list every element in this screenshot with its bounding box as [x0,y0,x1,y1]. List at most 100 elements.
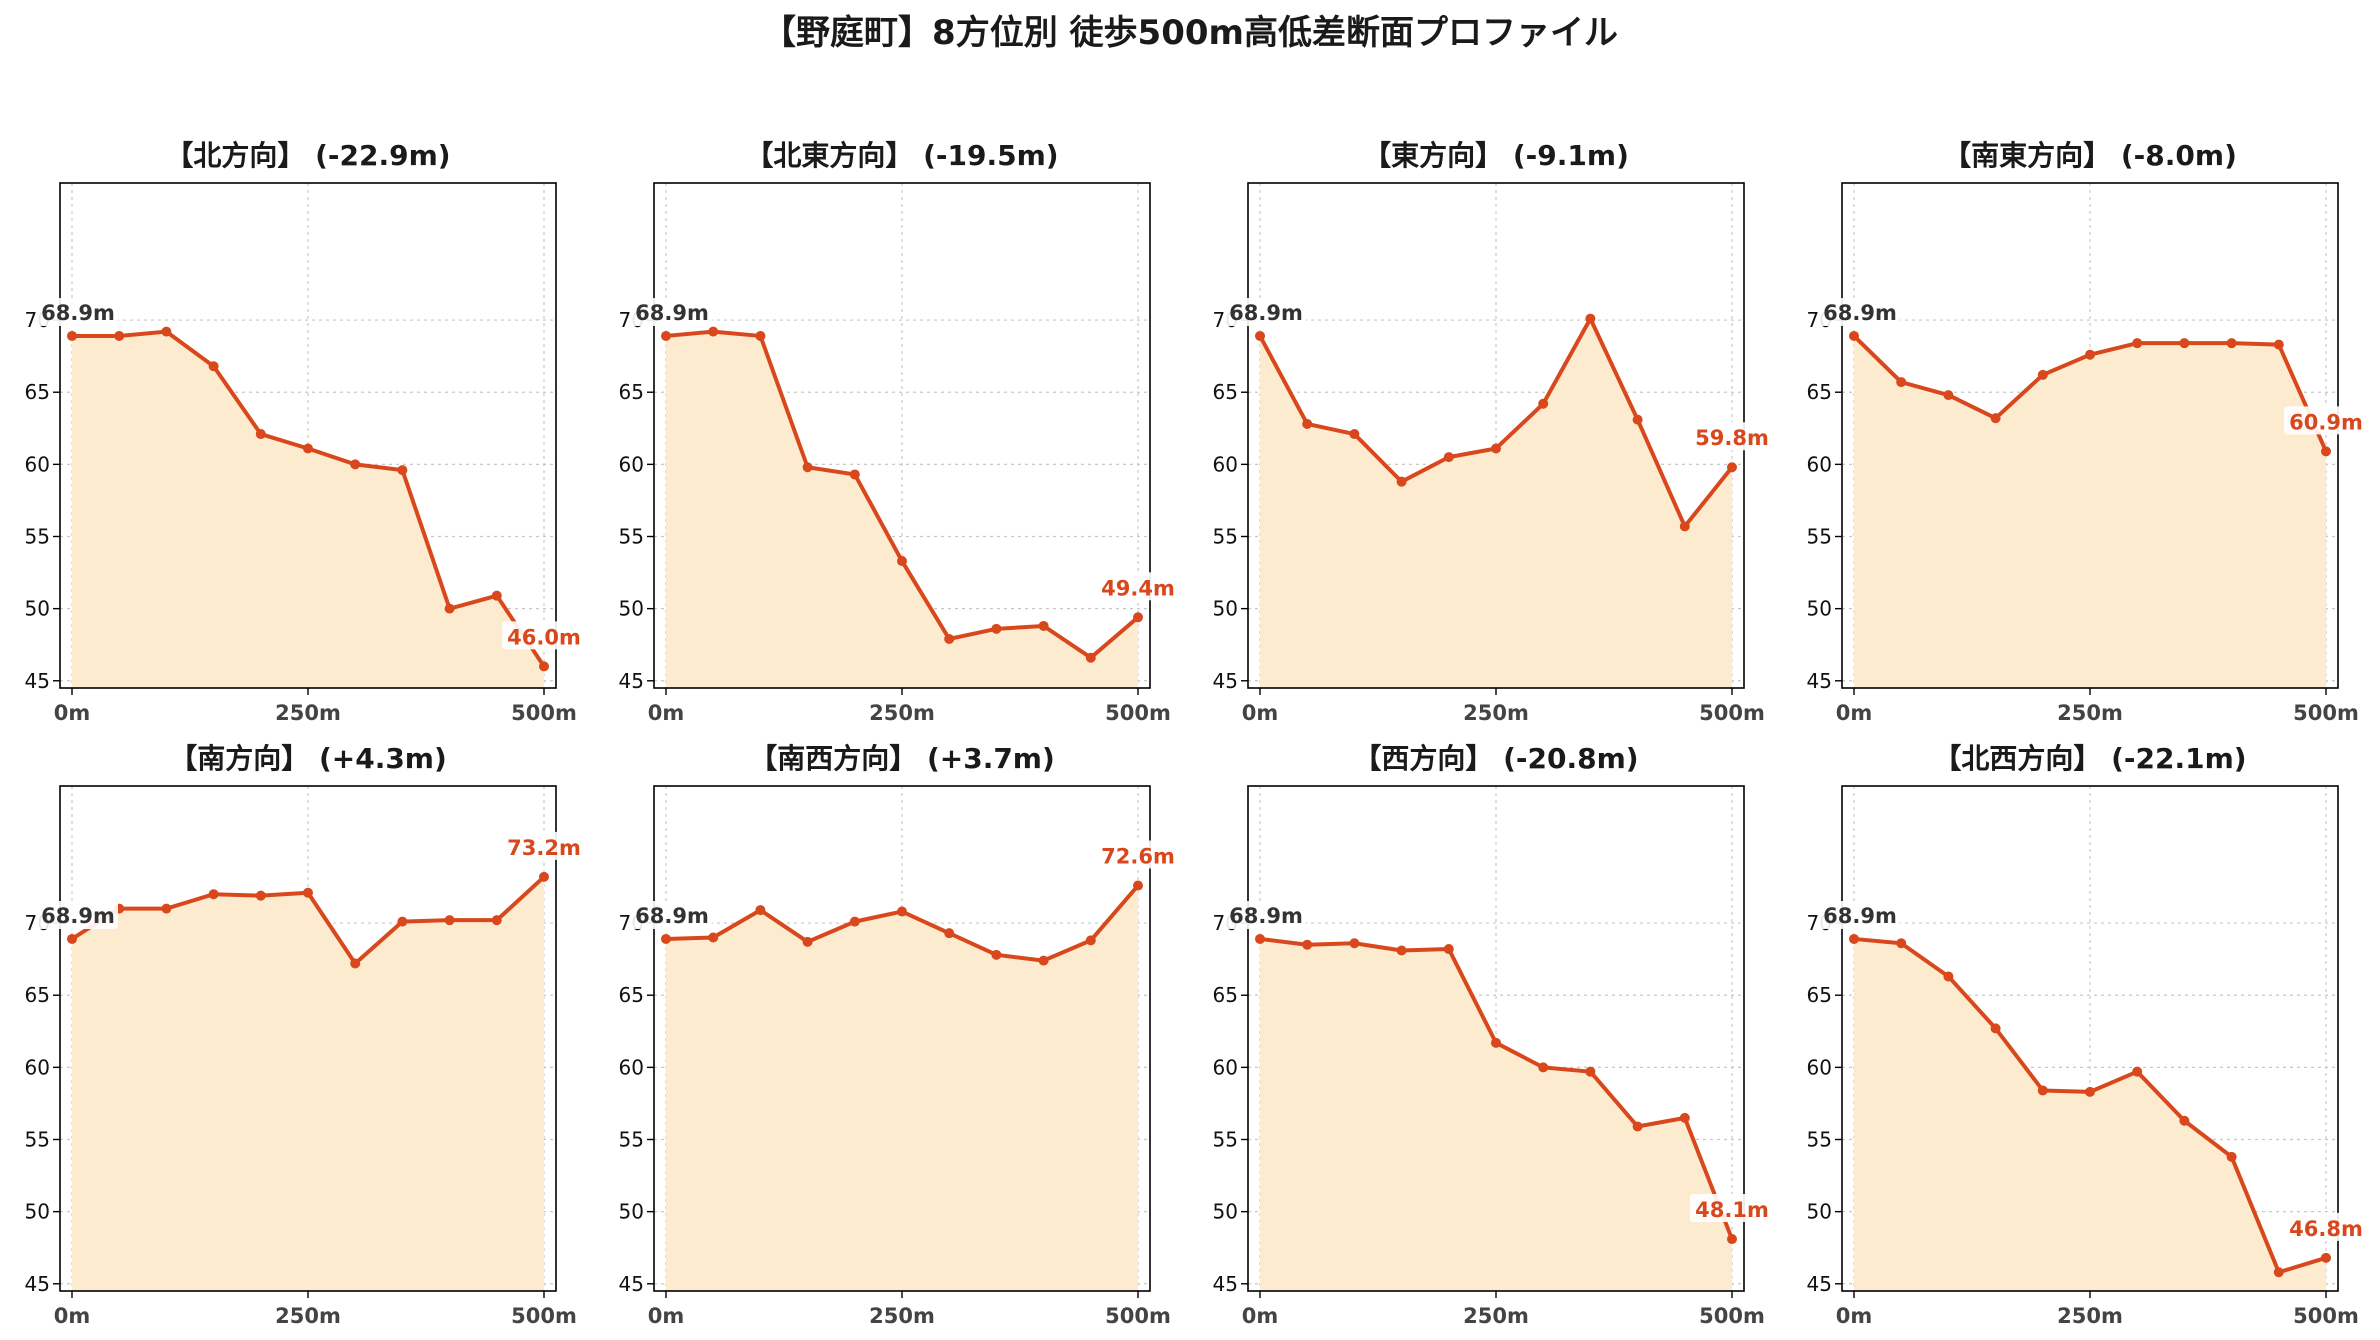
data-point [1990,413,2001,424]
data-point [1679,521,1690,532]
x-tick-label: 0m [54,701,91,725]
data-point [661,933,671,944]
data-point [67,330,77,341]
x-tick-label: 250m [1463,701,1529,725]
y-tick-label: 45 [1807,1272,1832,1296]
end-label-text: 49.4m [1101,576,1175,600]
y-tick-label: 65 [25,380,50,404]
x-tick-label: 250m [275,701,341,725]
end-label-text: 48.1m [1695,1198,1769,1222]
x-tick-label: 500m [511,701,577,725]
data-point [2037,1085,2048,1096]
data-point [1349,938,1360,949]
end-label-box [502,831,586,860]
data-point [303,887,313,898]
data-point [1085,935,1096,946]
end-label-text: 46.8m [2289,1217,2363,1241]
start-label: 68.9m [1226,297,1306,326]
data-point [255,429,266,440]
data-point [539,661,549,672]
elevation-area [1854,938,2326,1291]
data-point [1038,620,1049,631]
y-tick-label: 45 [619,1272,644,1296]
start-label-text: 68.9m [635,301,709,325]
data-point [1038,955,1049,966]
y-tick-label: 55 [619,1128,644,1152]
y-tick-label: 65 [1213,983,1238,1007]
y-tick-label: 60 [619,452,644,476]
panel-title: 【南西方向】 (+3.7m) [749,742,1055,775]
y-tick-label: 60 [1807,452,1832,476]
data-point [161,326,172,337]
end-label: 49.4m [1096,572,1180,601]
data-point [849,916,860,927]
data-point [1632,1121,1643,1132]
data-point [2226,338,2237,349]
data-point [350,459,361,470]
data-point [1349,429,1360,440]
x-tick-label: 0m [648,1304,685,1328]
data-point [661,330,671,341]
y-tick-label: 50 [25,1200,50,1224]
data-point [1896,938,1907,949]
y-tick-label: 65 [1213,380,1238,404]
data-point [2321,446,2331,457]
x-tick-label: 0m [1836,1304,1873,1328]
panel-title: 【西方向】 (-20.8m) [1353,742,1638,775]
data-point [755,905,766,916]
data-point [944,633,955,644]
data-point [208,889,219,900]
data-point [1585,313,1596,324]
data-point [1255,330,1265,341]
start-label-text: 68.9m [635,904,709,928]
data-point [208,361,219,372]
x-tick-label: 250m [2057,1304,2123,1328]
x-tick-label: 500m [2293,701,2359,725]
data-point [2179,338,2190,349]
start-label-text: 68.9m [41,301,115,325]
x-tick-label: 0m [1836,701,1873,725]
x-tick-label: 500m [1105,701,1171,725]
panel-title: 【北西方向】 (-22.1m) [1933,742,2246,775]
elevation-area [72,331,544,688]
x-tick-label: 0m [1242,1304,1279,1328]
x-tick-label: 500m [2293,1304,2359,1328]
data-point [1133,880,1143,891]
start-label-box [1226,900,1306,929]
data-point [1133,612,1143,623]
start-label-text: 68.9m [1229,904,1303,928]
data-point [2037,369,2048,380]
y-tick-label: 45 [1807,669,1832,693]
data-point [1396,476,1407,487]
end-label: 48.1m [1690,1194,1774,1223]
data-point [849,469,860,480]
data-point [1632,414,1643,425]
y-tick-label: 50 [1213,1200,1238,1224]
data-point [1443,944,1454,955]
end-label-box [1690,422,1774,451]
end-label-text: 46.0m [507,625,581,649]
y-tick-label: 65 [619,983,644,1007]
start-label-box [38,297,118,326]
start-label-box [1820,900,1900,929]
start-label: 68.9m [1820,297,1900,326]
data-point [444,915,455,926]
y-tick-label: 55 [25,525,50,549]
end-label: 60.9m [2284,406,2368,435]
data-point [1679,1112,1690,1123]
y-tick-label: 55 [1213,525,1238,549]
data-point [991,949,1002,960]
end-label: 59.8m [1690,422,1774,451]
x-tick-label: 250m [2057,701,2123,725]
end-label-box [1096,572,1180,601]
data-point [802,936,813,947]
x-tick-label: 500m [1699,701,1765,725]
x-tick-label: 250m [869,1304,935,1328]
y-tick-label: 45 [25,669,50,693]
